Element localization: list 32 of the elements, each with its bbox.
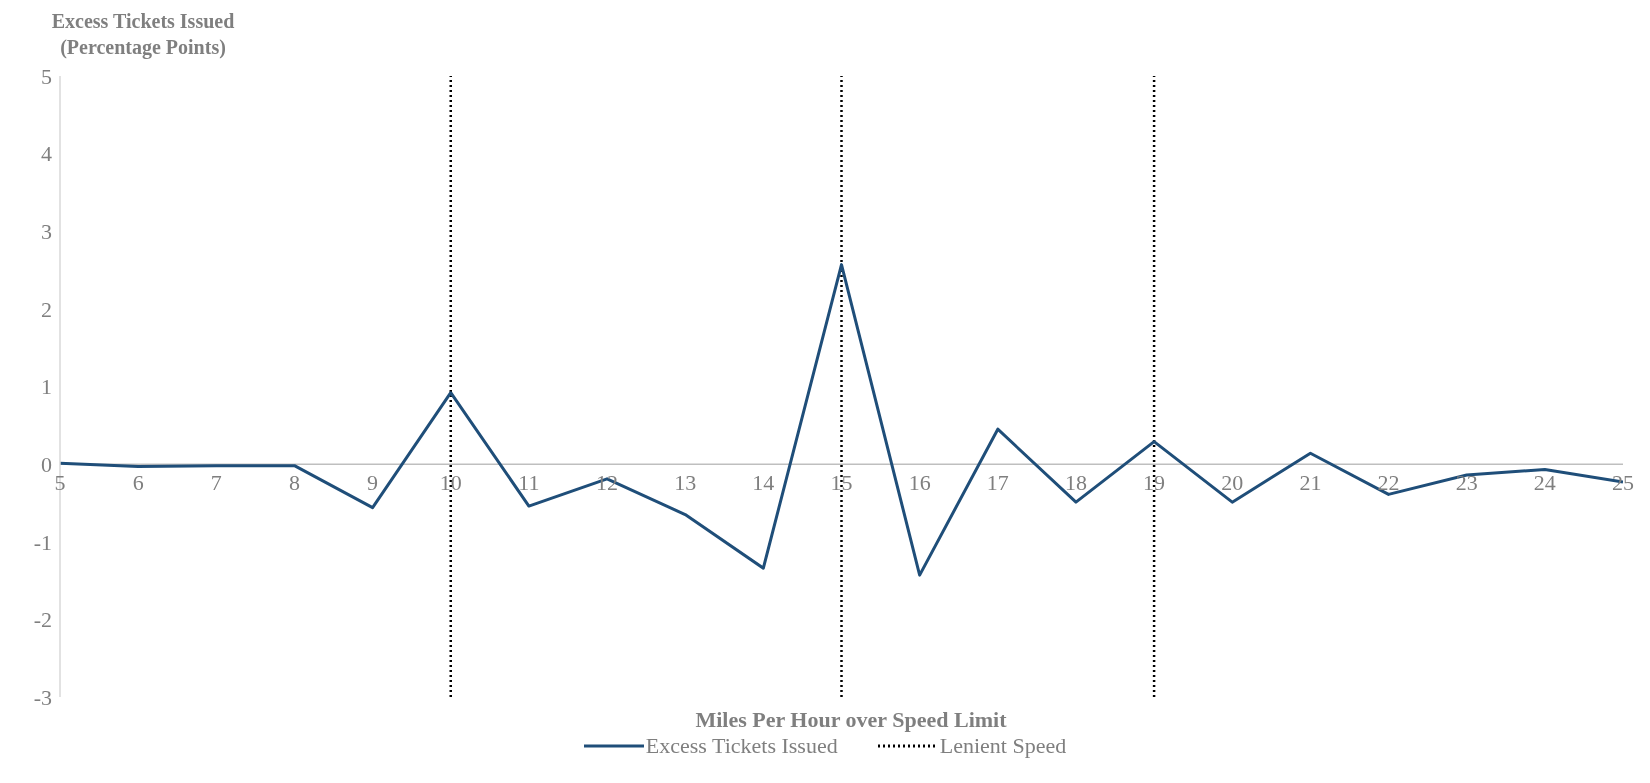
x-tick-label: 24 (1533, 470, 1556, 496)
x-tick-label: 15 (830, 470, 853, 496)
y-tick-label: 2 (41, 296, 52, 322)
y-tick-label: 3 (41, 219, 52, 245)
x-tick-label: 10 (439, 470, 462, 496)
y-tick-label: -2 (33, 607, 52, 633)
x-tick-label: 7 (210, 470, 222, 496)
y-tick-label: -1 (33, 529, 52, 555)
x-axis-title: Miles Per Hour over Speed Limit (695, 707, 1007, 732)
x-tick-label: 23 (1455, 470, 1478, 496)
y-tick-label: 4 (41, 141, 52, 167)
x-tick-label: 22 (1377, 470, 1400, 496)
y-axis-title: Excess Tickets Issued (Percentage Points) (50, 9, 236, 61)
x-tick-label: 14 (752, 470, 775, 496)
y-tick-label: 0 (41, 451, 52, 477)
x-tick-label: 6 (132, 470, 144, 496)
x-tick-label: 16 (908, 470, 931, 496)
x-tick-label: 9 (367, 470, 379, 496)
x-tick-label: 25 (1612, 470, 1634, 496)
y-tick-label: -3 (33, 684, 52, 710)
x-tick-label: 13 (674, 470, 697, 496)
x-tick-label: 20 (1221, 470, 1244, 496)
legend-label: Lenient Speed (939, 733, 1067, 759)
x-tick-label: 18 (1064, 470, 1087, 496)
legend-label: Excess Tickets Issued (645, 733, 838, 759)
x-tick-label: 8 (288, 470, 300, 496)
x-tick-label: 19 (1143, 470, 1166, 496)
x-tick-label: 17 (986, 470, 1009, 496)
y-tick-label: 5 (41, 63, 52, 89)
x-tick-label: 11 (518, 470, 540, 496)
y-tick-label: 1 (41, 374, 52, 400)
x-tick-label: 21 (1299, 470, 1322, 496)
